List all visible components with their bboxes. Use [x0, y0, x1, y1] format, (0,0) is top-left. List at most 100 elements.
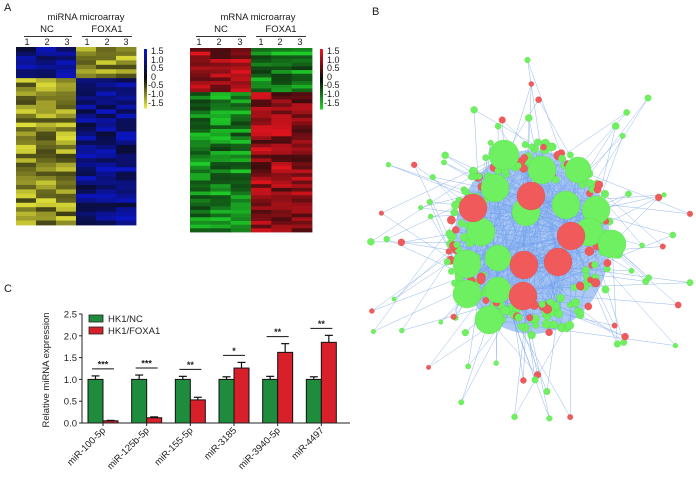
heatmap-cell — [116, 104, 137, 110]
heatmap-cell — [230, 77, 252, 82]
heatmap-cell — [210, 136, 232, 141]
heatmap-cell — [116, 78, 137, 83]
heatmap-cell — [16, 122, 37, 128]
mirna-node — [545, 328, 553, 337]
mirna-node — [611, 322, 618, 329]
mirna-node — [621, 332, 629, 341]
heatmap-cell — [76, 82, 97, 88]
heatmap-cell — [56, 189, 77, 195]
heatmap-cell — [96, 153, 117, 159]
heatmap-cell — [291, 162, 313, 167]
heatmap-cell — [16, 216, 37, 221]
heatmap-cell — [190, 184, 211, 189]
gene-node — [645, 274, 652, 281]
scale-step — [144, 78, 147, 81]
heatmap-cell — [271, 77, 293, 82]
heatmap-cell — [36, 167, 57, 172]
heatmap-cell — [36, 64, 57, 70]
heatmap-cell — [36, 202, 57, 208]
mrna-nc-bracket — [196, 36, 246, 37]
heatmap-cell — [210, 213, 232, 218]
scale-step — [320, 91, 323, 94]
mirna-node — [591, 278, 601, 288]
heatmap-cell — [210, 195, 232, 200]
heatmap-cell — [76, 69, 97, 75]
scale-step — [320, 71, 323, 74]
heatmap-cell — [230, 103, 252, 108]
heatmap-cell — [291, 51, 313, 56]
heatmap-cell — [271, 191, 293, 196]
heatmap-cell — [190, 187, 211, 192]
heatmap-cell — [291, 154, 313, 159]
heatmap-cell — [210, 228, 232, 233]
mrna-color-scale — [320, 49, 323, 110]
heatmap-cell — [116, 144, 137, 150]
heatmap-cell — [76, 189, 97, 195]
heatmap-cell — [230, 180, 252, 185]
gene-node — [564, 320, 575, 330]
heatmap-cell — [291, 165, 313, 170]
heatmap-cell — [56, 104, 77, 110]
y-tick-label: 0.0 — [64, 419, 77, 430]
heatmap-cell — [230, 132, 252, 137]
gene-node — [514, 313, 523, 322]
gene-node — [543, 388, 551, 395]
gene-node — [613, 340, 621, 348]
mirna-node — [482, 297, 490, 304]
heatmap-cell — [271, 151, 293, 156]
gene-node — [470, 106, 478, 114]
scale-tick-label: -1.0 — [324, 89, 340, 99]
heatmap-cell — [56, 95, 77, 101]
gene-node — [441, 159, 447, 166]
heatmap-cell — [251, 165, 272, 170]
heatmap-cell — [56, 100, 77, 106]
heatmap-cell — [251, 99, 272, 104]
mrna-heatmap-title: mRNA microarray — [220, 12, 296, 23]
hub-mirna-node — [509, 250, 539, 280]
heatmap-cell — [251, 110, 272, 115]
heatmap-cell — [190, 84, 211, 89]
heatmap-cell — [76, 100, 97, 106]
gene-node — [427, 213, 434, 220]
scale-step — [144, 64, 147, 68]
heatmap-cell — [16, 78, 37, 83]
heatmap-cell — [230, 62, 252, 67]
heatmap-cell — [271, 162, 293, 167]
heatmap-cell — [190, 195, 211, 200]
heatmap-cell — [230, 147, 252, 152]
heatmap-cell — [16, 113, 37, 119]
heatmap-cell — [36, 113, 57, 119]
heatmap-cell — [271, 114, 293, 119]
scale-step — [144, 106, 147, 109]
heatmap-cell — [16, 171, 37, 177]
heatmap-cell — [116, 220, 137, 226]
heatmap-cell — [210, 59, 232, 64]
heatmap-cell — [230, 110, 252, 115]
heatmap-cell — [210, 70, 232, 75]
mirna-node — [378, 210, 384, 216]
heatmap-cell — [96, 149, 117, 155]
heatmap-cell — [96, 198, 117, 204]
heatmap-cell — [16, 131, 37, 137]
mrna-group-nc: NC — [214, 24, 228, 35]
gene-node — [625, 190, 632, 198]
mrna-group-foxa1: FOXA1 — [265, 24, 297, 35]
heatmap-cell — [116, 118, 137, 124]
heatmap-cell — [251, 117, 272, 122]
scale-step — [144, 49, 147, 52]
heatmap-cell — [76, 158, 97, 164]
heatmap-cell — [76, 78, 97, 83]
scale-step — [144, 80, 147, 83]
heatmap-cell — [230, 66, 252, 71]
heatmap-cell — [96, 220, 117, 226]
heatmap-cell — [210, 121, 232, 126]
heatmap-cell — [116, 113, 137, 119]
heatmap-cell — [96, 216, 117, 221]
bar-foxa1 — [320, 341, 337, 424]
scale-tick-label: -1.5 — [148, 97, 164, 108]
scale-step — [144, 54, 147, 58]
heatmap-cell — [190, 62, 211, 67]
mrna-rep: 2 — [216, 37, 222, 47]
mirna-node — [575, 281, 585, 290]
scale-step — [320, 93, 323, 96]
